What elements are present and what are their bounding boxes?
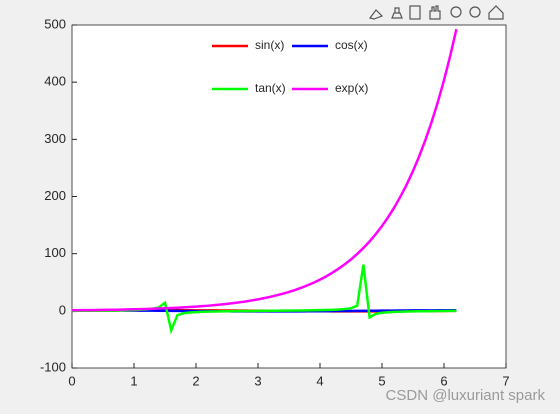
tool-brush[interactable] — [368, 9, 384, 20]
y-tick-label: 300 — [44, 131, 66, 146]
x-tick-label: 2 — [192, 373, 199, 388]
y-tick-label: 400 — [44, 74, 66, 89]
axes-box — [71, 24, 507, 369]
legend-label: exp(x) — [335, 81, 368, 95]
tool-zoom-in[interactable] — [450, 6, 462, 18]
legend-label: tan(x) — [255, 81, 286, 95]
legend-label: sin(x) — [255, 38, 284, 52]
toolbar[interactable] — [368, 5, 504, 20]
tool-pan[interactable] — [429, 5, 441, 20]
x-tick-label: 7 — [502, 373, 509, 388]
tool-zoom-out[interactable] — [469, 6, 481, 18]
tool-datatip[interactable] — [391, 7, 403, 19]
watermark: CSDN @luxuriant spark — [386, 387, 546, 404]
x-tick-label: 1 — [130, 373, 137, 388]
x-tick-label: 5 — [378, 373, 385, 388]
x-tick-label: 3 — [254, 373, 261, 388]
x-tick-label: 6 — [440, 373, 447, 388]
tool-home[interactable] — [488, 5, 504, 20]
x-tick-label: 0 — [68, 373, 75, 388]
y-tick-label: -100 — [40, 359, 66, 374]
y-tick-label: 200 — [44, 188, 66, 203]
legend-label: cos(x) — [335, 38, 368, 52]
y-tick-label: 500 — [44, 16, 66, 31]
tool-export[interactable] — [409, 5, 421, 20]
x-tick-label: 4 — [316, 373, 323, 388]
series-line — [71, 28, 458, 312]
y-tick-label: 0 — [59, 302, 66, 317]
y-tick-label: 100 — [44, 245, 66, 260]
